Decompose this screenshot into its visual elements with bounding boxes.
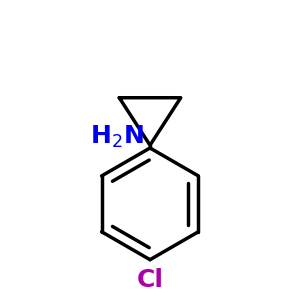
Text: H$_2$N: H$_2$N (90, 124, 143, 150)
Text: Cl: Cl (136, 268, 164, 292)
